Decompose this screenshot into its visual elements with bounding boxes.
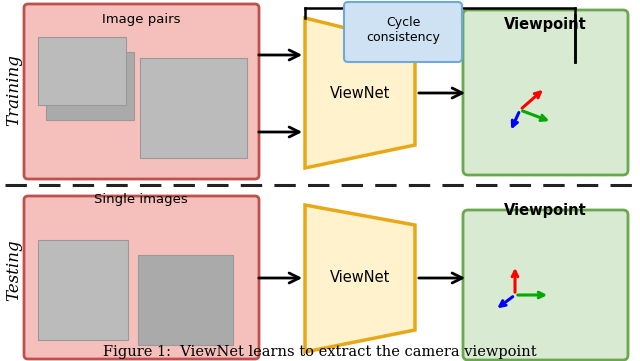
Text: Viewpoint: Viewpoint <box>504 17 586 32</box>
Text: Image pairs: Image pairs <box>102 13 180 26</box>
Text: Viewpoint: Viewpoint <box>504 203 586 217</box>
FancyBboxPatch shape <box>344 2 462 62</box>
FancyBboxPatch shape <box>46 52 134 120</box>
Text: Cycle
consistency: Cycle consistency <box>366 16 440 44</box>
Polygon shape <box>305 205 415 352</box>
FancyBboxPatch shape <box>463 210 628 360</box>
Text: Figure 1:  ViewNet learns to extract the camera viewpoint: Figure 1: ViewNet learns to extract the … <box>103 345 537 359</box>
FancyBboxPatch shape <box>24 196 259 359</box>
FancyBboxPatch shape <box>140 58 247 158</box>
FancyBboxPatch shape <box>38 37 126 105</box>
Polygon shape <box>305 18 415 168</box>
FancyBboxPatch shape <box>138 255 233 345</box>
Text: Single images: Single images <box>94 193 188 206</box>
Text: Testing: Testing <box>6 239 22 301</box>
FancyBboxPatch shape <box>38 240 128 340</box>
FancyBboxPatch shape <box>463 10 628 175</box>
FancyBboxPatch shape <box>24 4 259 179</box>
Text: ViewNet: ViewNet <box>330 270 390 286</box>
Text: ViewNet: ViewNet <box>330 86 390 100</box>
Text: Training: Training <box>6 54 22 126</box>
